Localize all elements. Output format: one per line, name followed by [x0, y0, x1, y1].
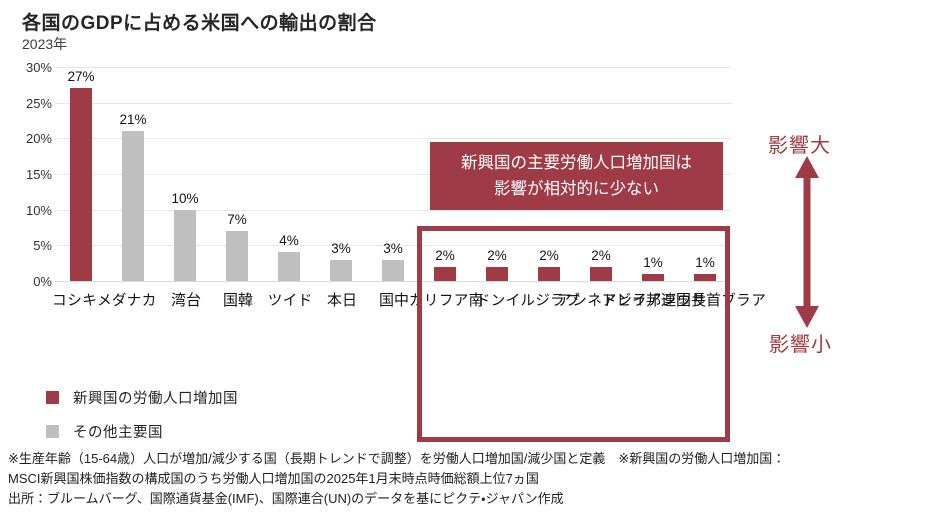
legend-item-emerging: 新興国の労働人口増加国	[46, 387, 238, 408]
y-axis-tick-10%: 10%	[25, 202, 52, 218]
gridline-20%	[55, 138, 731, 140]
bar-value-label: 21%	[119, 112, 147, 128]
bar-value-label: 1%	[695, 254, 715, 270]
bar-slot-7: 2% 南アフリカ	[407, 67, 484, 309]
bar-value-label: 2%	[435, 247, 455, 263]
bar-value-label: 2%	[487, 247, 507, 263]
x-axis-category-label: インド	[473, 292, 521, 309]
x-axis-category-label: 韓国	[221, 292, 253, 309]
legend: 新興国の労働人口増加国 その他主要国	[46, 387, 238, 455]
impact-high-label: 影響大	[768, 135, 831, 157]
bar	[122, 131, 144, 281]
bar	[590, 266, 612, 281]
bar	[642, 273, 664, 281]
bar-slot-4: 4% ドイツ	[263, 67, 315, 308]
bar	[226, 231, 248, 281]
bar	[486, 266, 508, 281]
bar-slot-0: 27% メキシコ	[50, 67, 112, 308]
y-axis-tick-25%: 25%	[25, 95, 52, 111]
bar-value-label: 10%	[171, 190, 199, 206]
bar-slot-6: 3% 中国	[367, 67, 419, 309]
y-axis-tick-0%: 0%	[33, 274, 52, 289]
x-axis-category-label: ブラジル	[518, 292, 580, 309]
y-axis-tick-15%: 15%	[25, 167, 52, 182]
bar	[278, 252, 300, 281]
x-axis-category-label: カナダ	[109, 292, 157, 309]
legend-item-other: その他主要国	[46, 421, 238, 442]
legend-label-emerging: 新興国の労働人口増加国	[73, 391, 238, 407]
bar-slot-12: 1% アラブ首長国連邦	[644, 67, 766, 309]
bar-value-label: 2%	[539, 247, 559, 263]
gridline-5%	[55, 245, 731, 247]
callout-annotation: 新興国の主要労働人口増加国は 影響が相対的に少ない	[430, 142, 723, 210]
x-axis-category-label: ドイツ	[265, 292, 313, 309]
bars-row: 27% メキシコ 21% カナダ 10% 台湾 7% 韓国 4% ドイツ 3% 日本 3% 中国 2% 南アフ…	[50, 67, 766, 309]
y-axis-tick-5%: 5%	[33, 238, 52, 254]
chart-subtitle-year: 2023年	[22, 36, 68, 52]
bar	[538, 266, 560, 281]
bar-slot-9: 2% ブラジル	[518, 67, 580, 309]
y-axis-tick-30%: 30%	[25, 60, 52, 75]
legend-swatch-other	[46, 425, 59, 438]
bar-value-label: 4%	[279, 233, 299, 249]
bar-slot-2: 10% 台湾	[159, 67, 211, 309]
footnote-line-1: ※生産年齢（15-64歳）人口が増加/減少する国（長期トレンドで調整）を労働人口…	[8, 451, 786, 466]
bar-value-label: 3%	[383, 240, 403, 256]
bar-slot-10: 2% インドネシア	[555, 67, 647, 309]
legend-swatch-emerging	[46, 391, 59, 404]
bar	[174, 209, 196, 281]
x-axis-category-label: 南アフリカ	[406, 292, 484, 309]
x-axis-category-label: メキシコ	[50, 292, 112, 309]
bar-value-label: 1%	[643, 254, 663, 270]
x-axis-category-label: 日本	[325, 292, 357, 309]
x-axis-category-label: アラブ首長国連邦	[644, 292, 766, 309]
page-title: 各国のGDPに占める米国への輸出の割合	[22, 13, 377, 34]
gridline-15%	[55, 174, 731, 175]
y-axis-tick-20%: 20%	[25, 131, 52, 147]
impact-low-label: 影響小	[769, 334, 832, 356]
bar-value-label: 27%	[67, 69, 95, 85]
callout-text-line2: 影響が相対的に少ない	[494, 180, 659, 198]
bar	[70, 88, 92, 281]
x-axis-category-label: 台湾	[169, 292, 201, 309]
footnotes: ※生産年齢（15-64歳）人口が増加/減少する国（長期トレンドで調整）を労働人口…	[8, 449, 785, 509]
emerging-countries-highlight-box	[417, 226, 730, 442]
bar	[330, 259, 352, 281]
bar	[382, 259, 404, 281]
x-axis-category-label: 中国	[377, 292, 409, 309]
bar-slot-1: 21% カナダ	[107, 67, 159, 308]
bar-value-label: 7%	[227, 212, 247, 228]
bar-slot-11: 1% サウジアラビア	[600, 67, 707, 309]
bar-value-label: 2%	[591, 247, 611, 263]
footnote-line-2: MSCI新興国株価指数の構成国のうち労働人口増加国の2025年1月末時点時価総額…	[8, 471, 539, 486]
legend-label-other: その他主要国	[73, 425, 163, 441]
callout-text-line1: 新興国の主要労働人口増加国は	[461, 154, 692, 172]
x-axis-category-label: サウジアラビア	[599, 292, 707, 309]
gridline-25%	[55, 102, 731, 104]
bar-slot-8: 2% インド	[471, 67, 523, 309]
gridline-0%	[55, 281, 731, 282]
bar-slot-5: 3% 日本	[315, 67, 367, 309]
bar-value-label: 3%	[331, 240, 351, 256]
x-axis-category-label: インドネシア	[555, 292, 647, 309]
impact-double-arrow-icon	[791, 156, 823, 333]
bar-slot-3: 7% 韓国	[211, 67, 263, 308]
gridline-30%	[55, 67, 731, 68]
gridline-10%	[55, 209, 731, 211]
bar	[434, 266, 456, 281]
bar-chart-plot-area: 27% メキシコ 21% カナダ 10% 台湾 7% 韓国 4% ドイツ 3% 日本 3% 中国 2% 南アフ…	[50, 67, 766, 309]
bar	[694, 273, 716, 281]
footnote-line-3: 出所：ブルームバーグ、国際通貨基金(IMF)、国際連合(UN)のデータを基にピク…	[8, 491, 564, 506]
